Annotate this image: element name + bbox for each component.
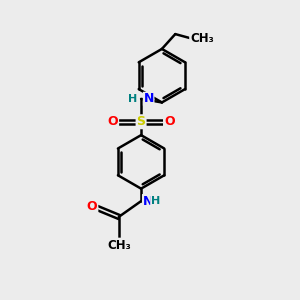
Text: CH₃: CH₃ [190, 32, 214, 45]
Text: N: N [142, 195, 153, 208]
Text: N: N [143, 92, 154, 105]
Text: H: H [128, 94, 137, 104]
Text: O: O [87, 200, 98, 213]
Text: H: H [151, 196, 160, 206]
Text: O: O [107, 115, 118, 128]
Text: CH₃: CH₃ [107, 238, 131, 252]
Text: O: O [164, 115, 175, 128]
Text: S: S [136, 115, 146, 128]
